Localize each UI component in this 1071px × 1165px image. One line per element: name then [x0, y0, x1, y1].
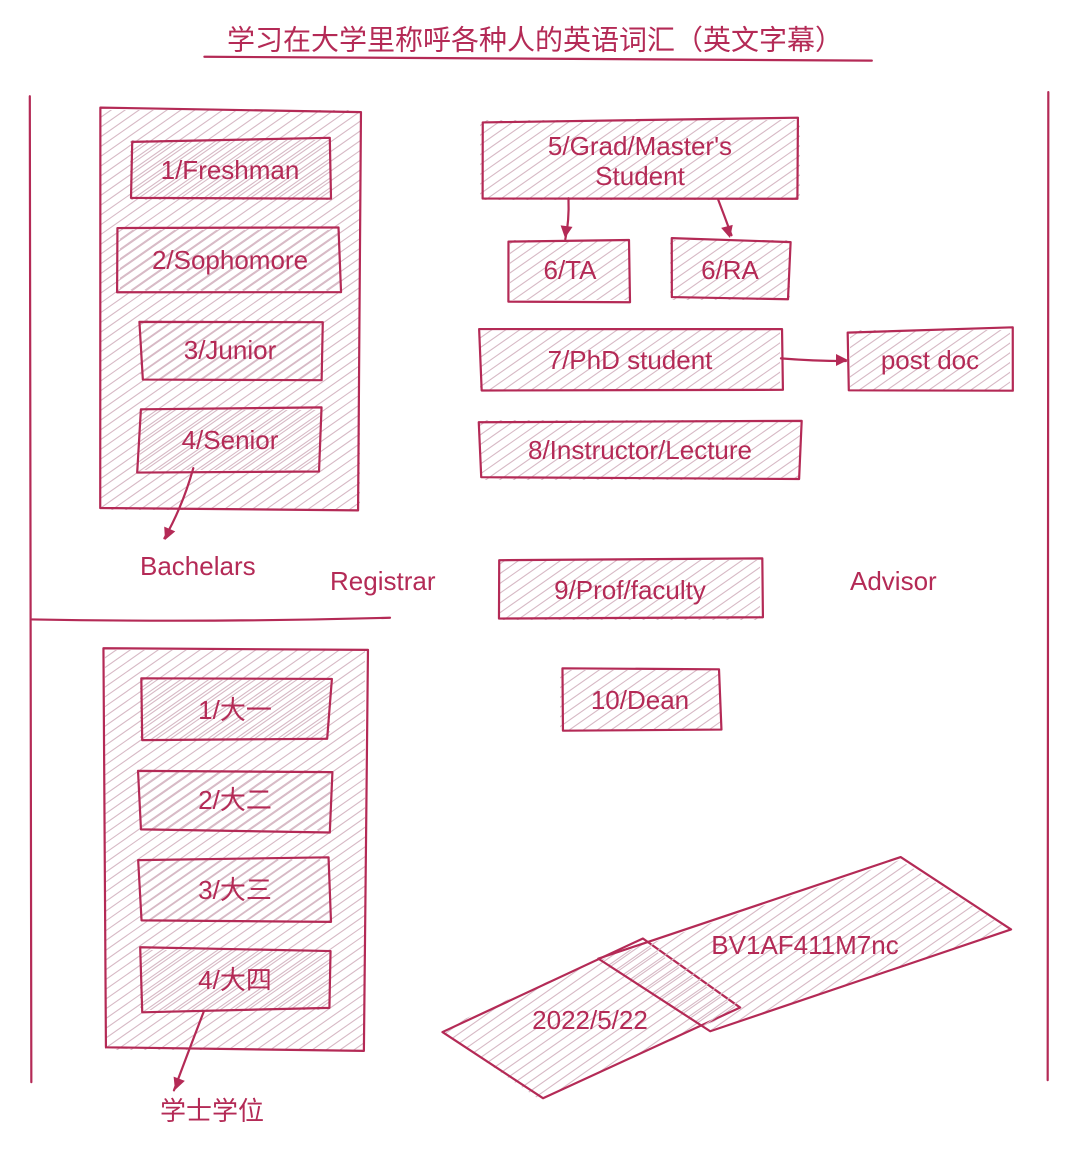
- arrow-grad_to_ta: [561, 198, 573, 239]
- arrow-senior_down: [164, 468, 193, 540]
- line-frame_left: [30, 96, 32, 1082]
- page-title: 学习在大学里称呼各种人的英语词汇（英文字幕）: [227, 25, 843, 56]
- para-label-para_code: BV1AF411M7nc: [711, 930, 898, 960]
- node-label2-grad: Student: [595, 161, 685, 191]
- node-label-cn2: 2/大二: [198, 785, 272, 815]
- node-label-sophomore: 2/Sophomore: [152, 245, 308, 275]
- node-label-ra: 6/RA: [701, 255, 759, 285]
- node-label-dean: 10/Dean: [591, 685, 689, 715]
- node-label-freshman: 1/Freshman: [161, 155, 300, 185]
- line-frame_right: [1048, 92, 1049, 1080]
- node-label-cn4: 4/大四: [198, 965, 272, 995]
- line-mid_divider: [32, 618, 390, 621]
- node-label-cn1: 1/大一: [198, 695, 272, 725]
- node-label-ta: 6/TA: [544, 255, 598, 285]
- label-advisor: Advisor: [850, 566, 937, 596]
- para-label-para_date: 2022/5/22: [532, 1005, 648, 1035]
- node-label-prof: 9/Prof/faculty: [554, 575, 706, 605]
- node-label-senior: 4/Senior: [182, 425, 279, 455]
- arrow-cn4_down: [174, 1011, 204, 1090]
- title-underline: [204, 57, 871, 61]
- node-label-phd: 7/PhD student: [548, 345, 714, 375]
- arrow-grad_to_ra: [718, 199, 733, 238]
- node-junior: 3/Junior: [0, 28, 551, 672]
- node-label-junior: 3/Junior: [184, 335, 277, 365]
- node-cn2: 2/大二: [0, 466, 569, 1134]
- node-label-postdoc: post doc: [881, 345, 979, 375]
- arrow-phd_to_postdoc: [781, 354, 848, 366]
- node-label-cn3: 3/大三: [198, 875, 272, 905]
- node-cn3: 3/大三: [0, 556, 569, 1165]
- node-dean: 10/Dean: [343, 402, 936, 998]
- node-label-grad: 5/Grad/Master's: [548, 131, 732, 161]
- node-label-instructor: 8/Instructor/Lecture: [528, 435, 752, 465]
- label-cn_degree: 学士学位: [160, 1096, 264, 1126]
- container-undergrad_en_box: [0, 0, 952, 1033]
- label-bachelars: Bachelars: [140, 551, 256, 581]
- label-registrar: Registrar: [330, 566, 436, 596]
